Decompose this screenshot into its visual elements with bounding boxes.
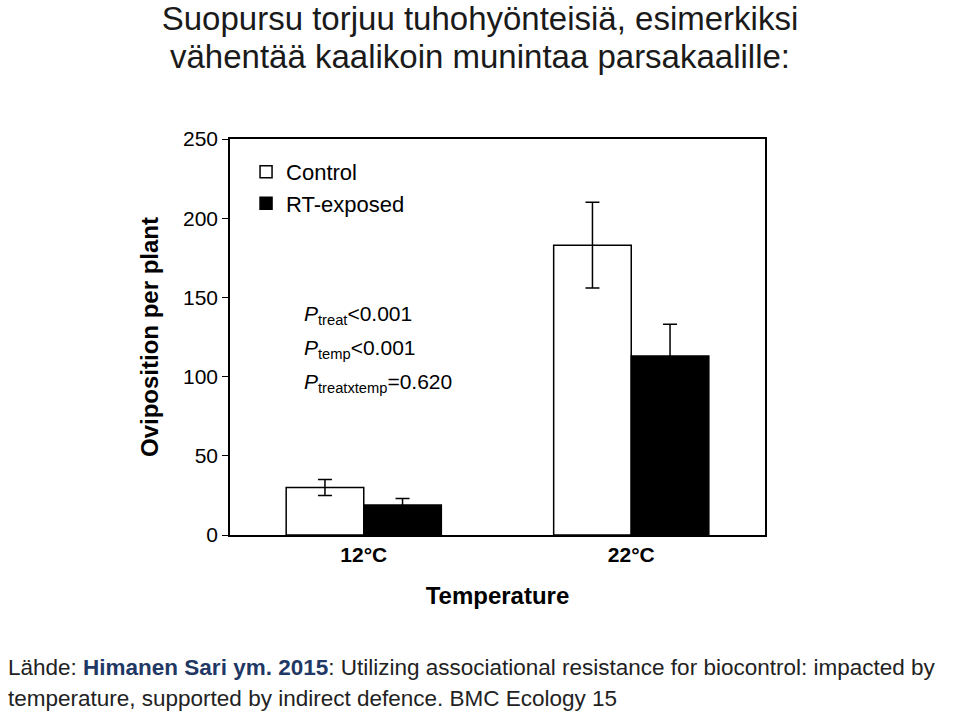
html-text:Lähde: Himanen Sari ym. 2015:: Lähde: Himanen Sari ym. 2015: Utilizing … xyxy=(8,655,935,711)
html-text:Suopursu torjuu tuhohyönteisiä: Suopursu torjuu tuhohyönteisiä, esimerki… xyxy=(161,0,799,37)
svg-text:100: 100 xyxy=(183,365,218,388)
html-text:vähentää kaalikoin munintaa pa: vähentää kaalikoin munintaa parsakaalill… xyxy=(170,38,790,75)
svg-text:150: 150 xyxy=(183,286,218,309)
svg-text:RT-exposed: RT-exposed xyxy=(286,192,404,217)
svg-text:50: 50 xyxy=(195,444,218,467)
svg-text:P​treatxtemp​=0.620: P​treatxtemp​=0.620 xyxy=(304,370,452,396)
svg-text:250: 250 xyxy=(183,127,218,150)
svg-text:Oviposition per plant: Oviposition per plant xyxy=(136,217,163,457)
svg-text:P​temp​<0.001: P​temp​<0.001 xyxy=(304,336,416,362)
svg-text:P​treat​<0.001: P​treat​<0.001 xyxy=(304,302,412,328)
svg-text:Control: Control xyxy=(286,160,357,185)
svg-text:12°C: 12°C xyxy=(340,543,387,566)
svg-text:200: 200 xyxy=(183,207,218,230)
svg-text:22°C: 22°C xyxy=(608,543,655,566)
svg-text:0: 0 xyxy=(206,523,218,546)
svg-text:Temperature: Temperature xyxy=(426,582,570,609)
